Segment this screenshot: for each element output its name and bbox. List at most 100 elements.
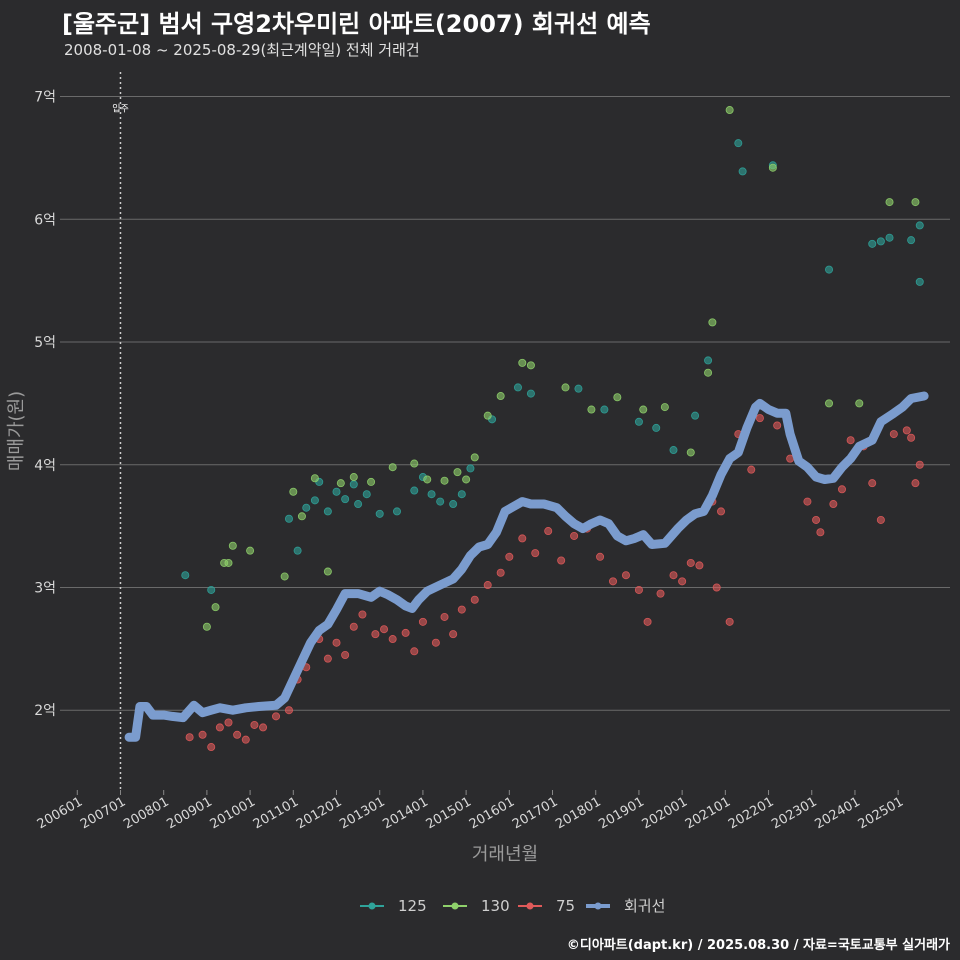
data-point-125	[457, 490, 466, 499]
data-point-130	[613, 393, 622, 402]
legend-swatch-dot-125	[368, 902, 376, 910]
data-point-75	[846, 436, 855, 445]
y-axis-label: 매매가(원)	[6, 391, 27, 471]
x-axis-label: 거래년월	[472, 844, 538, 865]
x-tick-label: 202301	[769, 794, 819, 832]
data-point-75	[284, 706, 293, 715]
data-point-75	[233, 730, 242, 739]
data-point-75	[678, 577, 687, 586]
data-point-75	[656, 589, 665, 598]
data-point-125	[734, 139, 743, 148]
regression-line-path	[124, 391, 929, 742]
data-point-125	[410, 486, 419, 495]
data-point-130	[855, 399, 864, 408]
data-point-125	[354, 500, 363, 509]
data-point-125	[362, 490, 371, 499]
data-point-75	[669, 571, 678, 580]
x-tick-label: 202001	[640, 794, 690, 832]
move-in-annotation: 입주	[112, 72, 129, 790]
legend-swatch-dot-130	[451, 902, 459, 910]
data-point-130	[470, 453, 479, 462]
y-tick-label: 6억	[34, 212, 56, 228]
data-point-75	[380, 625, 389, 634]
x-tick-label: 200901	[164, 794, 214, 832]
scatter-points	[181, 106, 924, 752]
legend-label-회귀선: 회귀선	[624, 897, 665, 915]
data-point-130	[639, 405, 648, 414]
data-point-130	[310, 474, 319, 483]
data-point-130	[483, 411, 492, 420]
data-point-75	[207, 743, 216, 752]
x-tick-label: 201501	[424, 794, 474, 832]
data-point-125	[526, 389, 535, 398]
data-point-130	[211, 603, 220, 612]
legend-label-130: 130	[481, 897, 510, 915]
data-point-75	[902, 426, 911, 435]
data-point-75	[717, 507, 726, 516]
data-point-130	[410, 459, 419, 468]
data-point-130	[587, 405, 596, 414]
x-tick-label: 200801	[121, 794, 171, 832]
data-point-75	[518, 534, 527, 543]
axes: 2억 3억 4억 5억 6억 7억 2006012007012008012009012010…	[6, 90, 906, 865]
data-point-75	[747, 465, 756, 474]
data-point-125	[738, 167, 747, 176]
legend-label-75: 75	[556, 897, 575, 915]
data-point-75	[915, 460, 924, 469]
data-point-130	[686, 448, 695, 457]
data-point-130	[708, 318, 717, 327]
data-point-75	[889, 430, 898, 439]
data-point-130	[323, 567, 332, 576]
data-point-125	[302, 503, 311, 512]
y-tick-label: 2억	[34, 703, 56, 719]
data-point-125	[691, 411, 700, 420]
data-point-130	[246, 546, 255, 555]
data-point-125	[907, 236, 916, 245]
x-tick-label: 201001	[208, 794, 258, 832]
data-point-75	[457, 605, 466, 614]
legend-label-125: 125	[398, 897, 427, 915]
chart-subtitle: 2008-01-08 ~ 2025-08-29(최근계약일) 전체 거래건	[64, 41, 420, 59]
legend: 125 130 75 회귀선	[360, 897, 665, 915]
data-point-75	[621, 571, 630, 580]
move-in-label: 입주	[112, 102, 129, 114]
data-point-75	[449, 630, 458, 639]
data-point-75	[557, 556, 566, 565]
data-point-75	[470, 595, 479, 604]
data-point-130	[885, 198, 894, 207]
data-point-75	[829, 500, 838, 509]
data-point-125	[332, 487, 341, 496]
x-tick-label: 202501	[856, 794, 906, 832]
data-point-75	[401, 628, 410, 637]
data-point-125	[669, 446, 678, 455]
data-point-75	[695, 561, 704, 570]
data-point-130	[202, 622, 211, 631]
data-point-125	[284, 514, 293, 523]
data-point-125	[449, 500, 458, 509]
data-point-130	[440, 476, 449, 485]
grid-lines	[60, 96, 950, 711]
data-point-125	[341, 495, 350, 504]
data-point-75	[349, 622, 358, 631]
data-point-75	[876, 515, 885, 524]
data-point-130	[224, 558, 233, 567]
data-point-75	[341, 650, 350, 659]
data-point-75	[816, 528, 825, 537]
data-point-75	[812, 515, 821, 524]
data-point-130	[280, 572, 289, 581]
data-point-75	[332, 638, 341, 647]
data-point-75	[712, 583, 721, 592]
data-point-125	[876, 237, 885, 246]
data-point-130	[768, 163, 777, 172]
data-point-125	[427, 490, 436, 499]
data-point-125	[207, 585, 216, 594]
data-point-125	[392, 507, 401, 516]
data-point-125	[600, 405, 609, 414]
data-point-75	[272, 712, 281, 721]
data-point-75	[634, 585, 643, 594]
regression-line	[124, 391, 929, 742]
data-point-75	[773, 421, 782, 430]
data-point-75	[250, 720, 259, 729]
data-point-125	[466, 464, 475, 473]
data-point-75	[358, 610, 367, 619]
